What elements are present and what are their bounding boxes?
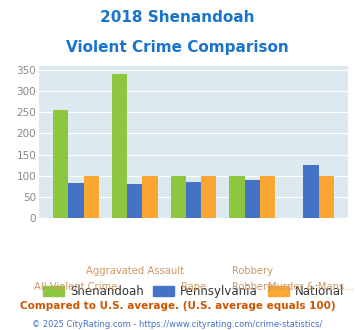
Text: Robbery: Robbery [232, 282, 273, 292]
Text: Aggravated Assault: Aggravated Assault [86, 266, 184, 276]
Bar [53, 110, 69, 218]
Text: Rape: Rape [181, 282, 206, 292]
Bar [318, 176, 334, 218]
Bar [84, 176, 99, 218]
Text: 2018 Shenandoah: 2018 Shenandoah [100, 10, 255, 25]
Bar [142, 176, 158, 218]
Legend: Shenandoah, Pennsylvania, National: Shenandoah, Pennsylvania, National [38, 280, 349, 303]
Bar [229, 177, 245, 218]
Text: Robbery: Robbery [232, 266, 273, 276]
Bar [201, 176, 217, 218]
Bar [260, 176, 275, 218]
Bar [303, 165, 318, 218]
Text: Murder & Mans...: Murder & Mans... [268, 282, 354, 292]
Text: © 2025 CityRating.com - https://www.cityrating.com/crime-statistics/: © 2025 CityRating.com - https://www.city… [32, 320, 323, 329]
Bar [245, 180, 260, 218]
Text: All Violent Crime: All Violent Crime [34, 282, 118, 292]
Bar [127, 184, 142, 218]
Text: Compared to U.S. average. (U.S. average equals 100): Compared to U.S. average. (U.S. average … [20, 301, 335, 311]
Text: Violent Crime Comparison: Violent Crime Comparison [66, 40, 289, 54]
Bar [112, 75, 127, 218]
Bar [170, 176, 186, 218]
Bar [186, 182, 201, 218]
Bar [69, 183, 84, 218]
